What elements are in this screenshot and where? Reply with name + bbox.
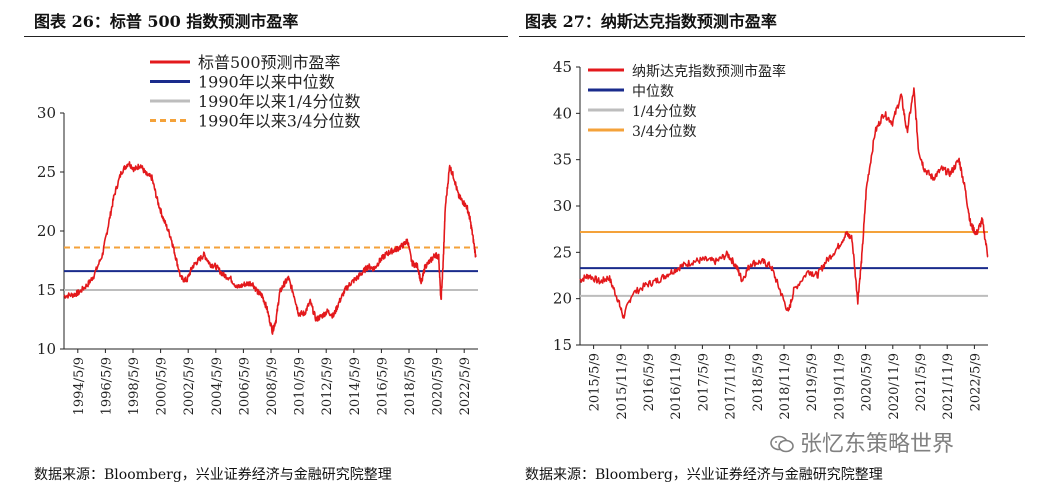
watermark-text: 张忆东策略世界 <box>800 432 955 457</box>
left-y-tick-label: 10 <box>37 340 56 358</box>
left-x-tick-label: 1998/5/9 <box>127 357 142 415</box>
right-x-tick-label: 2022/5/9 <box>968 353 983 411</box>
right-legend-label: 中位数 <box>632 84 674 100</box>
left-x-tick-label: 2018/5/9 <box>403 357 418 415</box>
right-x-tick-label: 2019/11/9 <box>832 353 847 420</box>
right-y-tick-label: 25 <box>553 243 572 261</box>
right-x-tick-label: 2017/11/9 <box>724 353 739 420</box>
left-legend-label: 1990年以来1/4分位数 <box>198 92 360 111</box>
wechat-icon <box>770 435 794 453</box>
right-y-tick-label: 30 <box>553 197 572 215</box>
left-x-tick-label: 2004/5/9 <box>210 357 225 415</box>
left-x-tick-label: 2002/5/9 <box>182 357 197 415</box>
left-y-tick-label: 25 <box>37 163 56 181</box>
right-x-tick-label: 2020/5/9 <box>860 353 875 411</box>
right-x-tick-label: 2015/11/9 <box>615 353 630 420</box>
left-x-tick-label: 2006/5/9 <box>237 357 252 415</box>
right-y-tick-label: 20 <box>553 290 572 308</box>
right-x-tick-label: 2018/11/9 <box>778 353 793 420</box>
left-chart-title: 图表 26：标普 500 指数预测市盈率 <box>34 12 299 31</box>
right-legend-label: 3/4分位数 <box>632 124 697 140</box>
right-y-tick-label: 15 <box>553 336 572 354</box>
left-x-tick-label: 1996/5/9 <box>99 357 114 415</box>
left-legend-label: 1990年以来3/4分位数 <box>198 112 360 131</box>
right-y-tick-label: 35 <box>553 151 572 169</box>
left-x-tick-label: 2010/5/9 <box>293 357 308 415</box>
right-y-tick-label: 40 <box>553 104 572 122</box>
right-y-tick-label: 45 <box>553 58 572 76</box>
right-x-tick-label: 2021/5/9 <box>914 353 929 411</box>
right-x-tick-label: 2015/5/9 <box>588 353 603 411</box>
right-x-tick-label: 2020/11/9 <box>887 353 902 420</box>
left-legend-label: 1990年以来中位数 <box>198 73 335 92</box>
left-y-tick-label: 30 <box>37 104 56 122</box>
right-chart-panel: 图表 27：纳斯达克指数预测市盈率 15 20 25 30 35 40 45 2015/5/9… <box>515 0 1044 490</box>
left-y-tick-label: 15 <box>37 281 56 299</box>
left-chart-source: 数据来源：Bloomberg，兴业证券经济与金融研究院整理 <box>34 467 392 483</box>
right-chart-svg: 15 20 25 30 35 40 45 2015/5/9 2015/11/9 2016/5/9 2… <box>553 58 989 420</box>
right-x-tick-label: 2021/11/9 <box>941 353 956 420</box>
right-x-tick-label: 2017/5/9 <box>696 353 711 411</box>
left-x-tick-label: 2000/5/9 <box>155 357 170 415</box>
right-x-tick-label: 2016/5/9 <box>642 353 657 411</box>
right-series-line-0 <box>579 87 989 319</box>
left-x-tick-label: 2022/5/9 <box>458 357 473 415</box>
left-y-tick-label: 20 <box>37 222 56 240</box>
left-x-tick-label: 2014/5/9 <box>348 357 363 415</box>
left-x-tick-label: 2016/5/9 <box>375 357 390 415</box>
right-x-tick-label: 2018/5/9 <box>751 353 766 411</box>
right-x-tick-label: 2019/5/9 <box>805 353 820 411</box>
left-x-tick-label: 2008/5/9 <box>265 357 280 415</box>
left-legend-label: 标普500预测市盈率 <box>198 53 341 72</box>
left-chart-svg: 10 15 20 25 30 1994/5/9 1996/5/9 1998/5/9 2000/5… <box>37 53 478 415</box>
left-x-tick-label: 1994/5/9 <box>72 357 87 415</box>
right-x-tick-label: 2016/11/9 <box>669 353 684 420</box>
right-legend-label: 1/4分位数 <box>632 104 697 120</box>
watermark: 张忆东策略世界 <box>770 426 954 458</box>
left-x-tick-label: 2012/5/9 <box>320 357 335 415</box>
left-title-rule <box>24 36 508 37</box>
right-legend-label: 纳斯达克指数预测市盈率 <box>632 63 786 80</box>
right-title-rule <box>519 36 1025 37</box>
right-chart-title: 图表 27：纳斯达克指数预测市盈率 <box>525 12 777 31</box>
right-chart-source: 数据来源：Bloomberg，兴业证券经济与金融研究院整理 <box>525 467 883 483</box>
left-series-line-0 <box>63 161 477 335</box>
left-x-tick-label: 2020/5/9 <box>431 357 446 415</box>
left-chart-panel: 图表 26：标普 500 指数预测市盈率 10 15 20 25 30 1994/5/9 1… <box>0 0 515 490</box>
